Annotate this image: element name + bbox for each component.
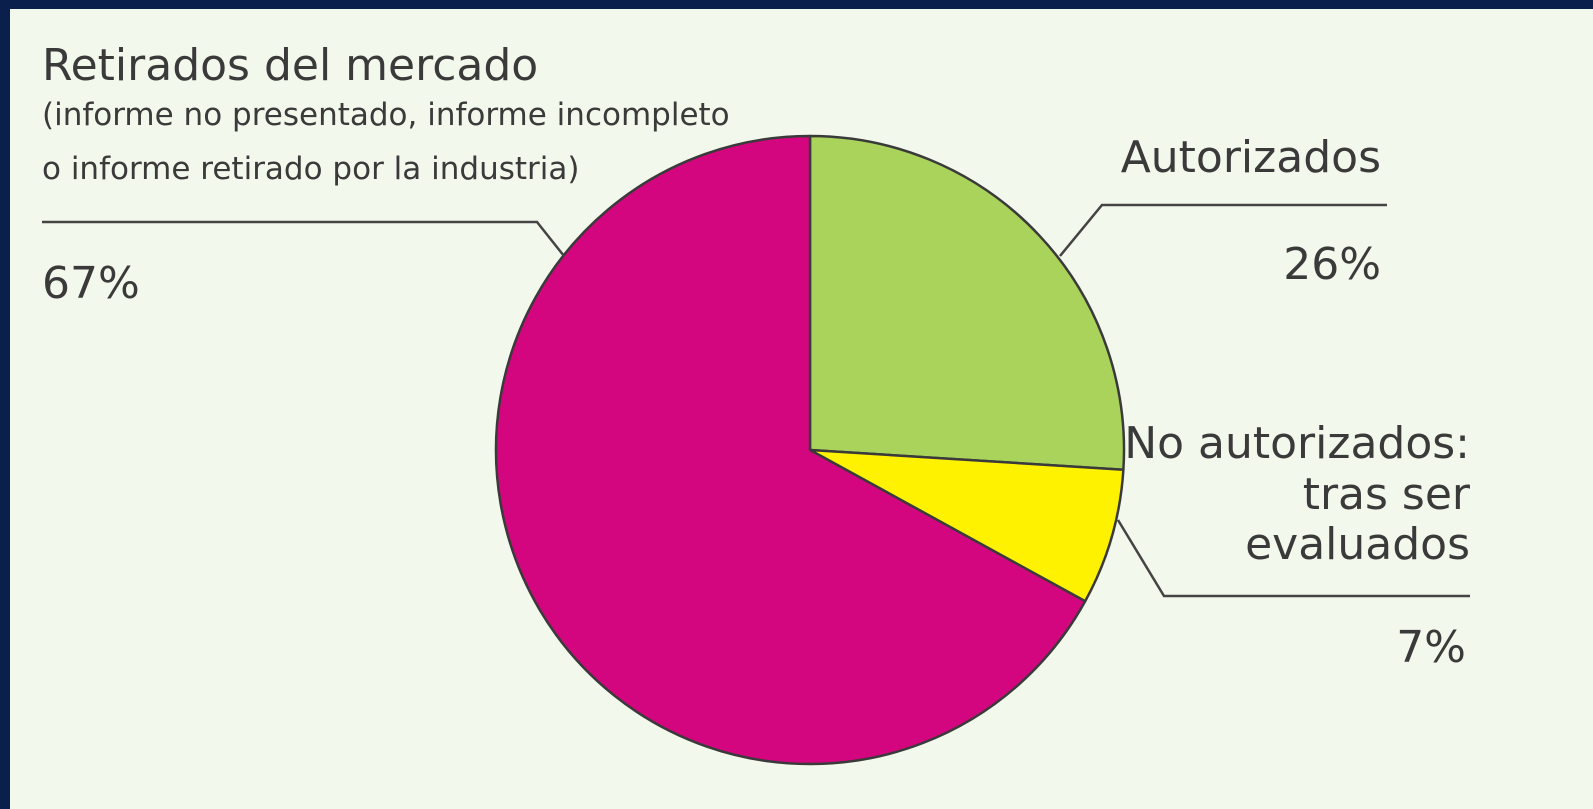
label-retirados: Retirados del mercado: [42, 40, 538, 91]
value-label-no-autorizados: 7%: [1396, 622, 1466, 673]
label-no-autorizados-line-3: evaluados: [1245, 519, 1470, 570]
leader-lines: [42, 203, 1470, 598]
sublabel-retirados-line-2: o informe retirado por la industria): [42, 151, 579, 187]
value-label-autorizados: 26%: [1283, 239, 1381, 290]
value-label-retirados: 67%: [42, 258, 140, 309]
pie-slice-retirados: [494, 134, 1087, 766]
leader-line-retirados: [42, 220, 565, 257]
label-no-autorizados-line-1: No autorizados:: [1124, 418, 1470, 469]
label-no-autorizados-line-2: tras ser: [1303, 469, 1471, 520]
pie-slice-no-autorizados: [808, 448, 1125, 603]
sublabel-retirados-line-1: (informe no presentado, informe incomple…: [42, 97, 730, 133]
label-autorizados: Autorizados: [1121, 132, 1381, 183]
pie-slices: [494, 134, 1126, 766]
leader-line-autorizados: [1059, 203, 1387, 257]
pie-slice-autorizados: [808, 134, 1126, 471]
leader-line-no-autorizados: [1116, 519, 1470, 598]
